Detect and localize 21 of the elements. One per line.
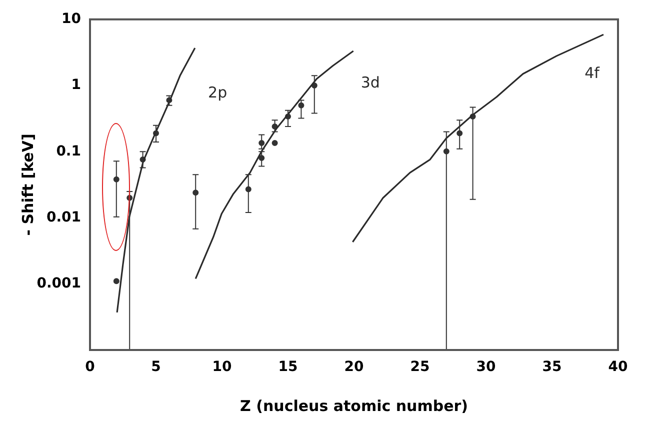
- series-label: 4f: [584, 64, 600, 82]
- x-tick-label: 0: [85, 359, 96, 376]
- y-tick-label: 1: [71, 77, 81, 94]
- x-tick-label: 40: [608, 359, 628, 376]
- x-tick-label: 10: [212, 359, 232, 376]
- point: [113, 278, 120, 284]
- y-tick-label: 10: [62, 11, 82, 28]
- y-tick-label: 0.1: [56, 143, 81, 160]
- y-tick-label: 0.001: [36, 276, 81, 292]
- x-tick-label: 35: [542, 359, 562, 376]
- series-label: 2p: [208, 84, 228, 102]
- x-tick-label: 20: [344, 359, 364, 376]
- y-axis-title: - Shift [keV]: [18, 134, 37, 236]
- point: [272, 140, 278, 146]
- x-axis-title: Z (nucleus atomic number): [240, 396, 468, 415]
- y-tick-label: 0.01: [46, 209, 81, 226]
- series-label: 3d: [360, 74, 380, 92]
- x-tick-label: 15: [278, 359, 298, 376]
- x-tick-label: 30: [476, 359, 496, 376]
- x-tick-label: 25: [410, 359, 430, 376]
- x-tick-label: 5: [151, 359, 161, 376]
